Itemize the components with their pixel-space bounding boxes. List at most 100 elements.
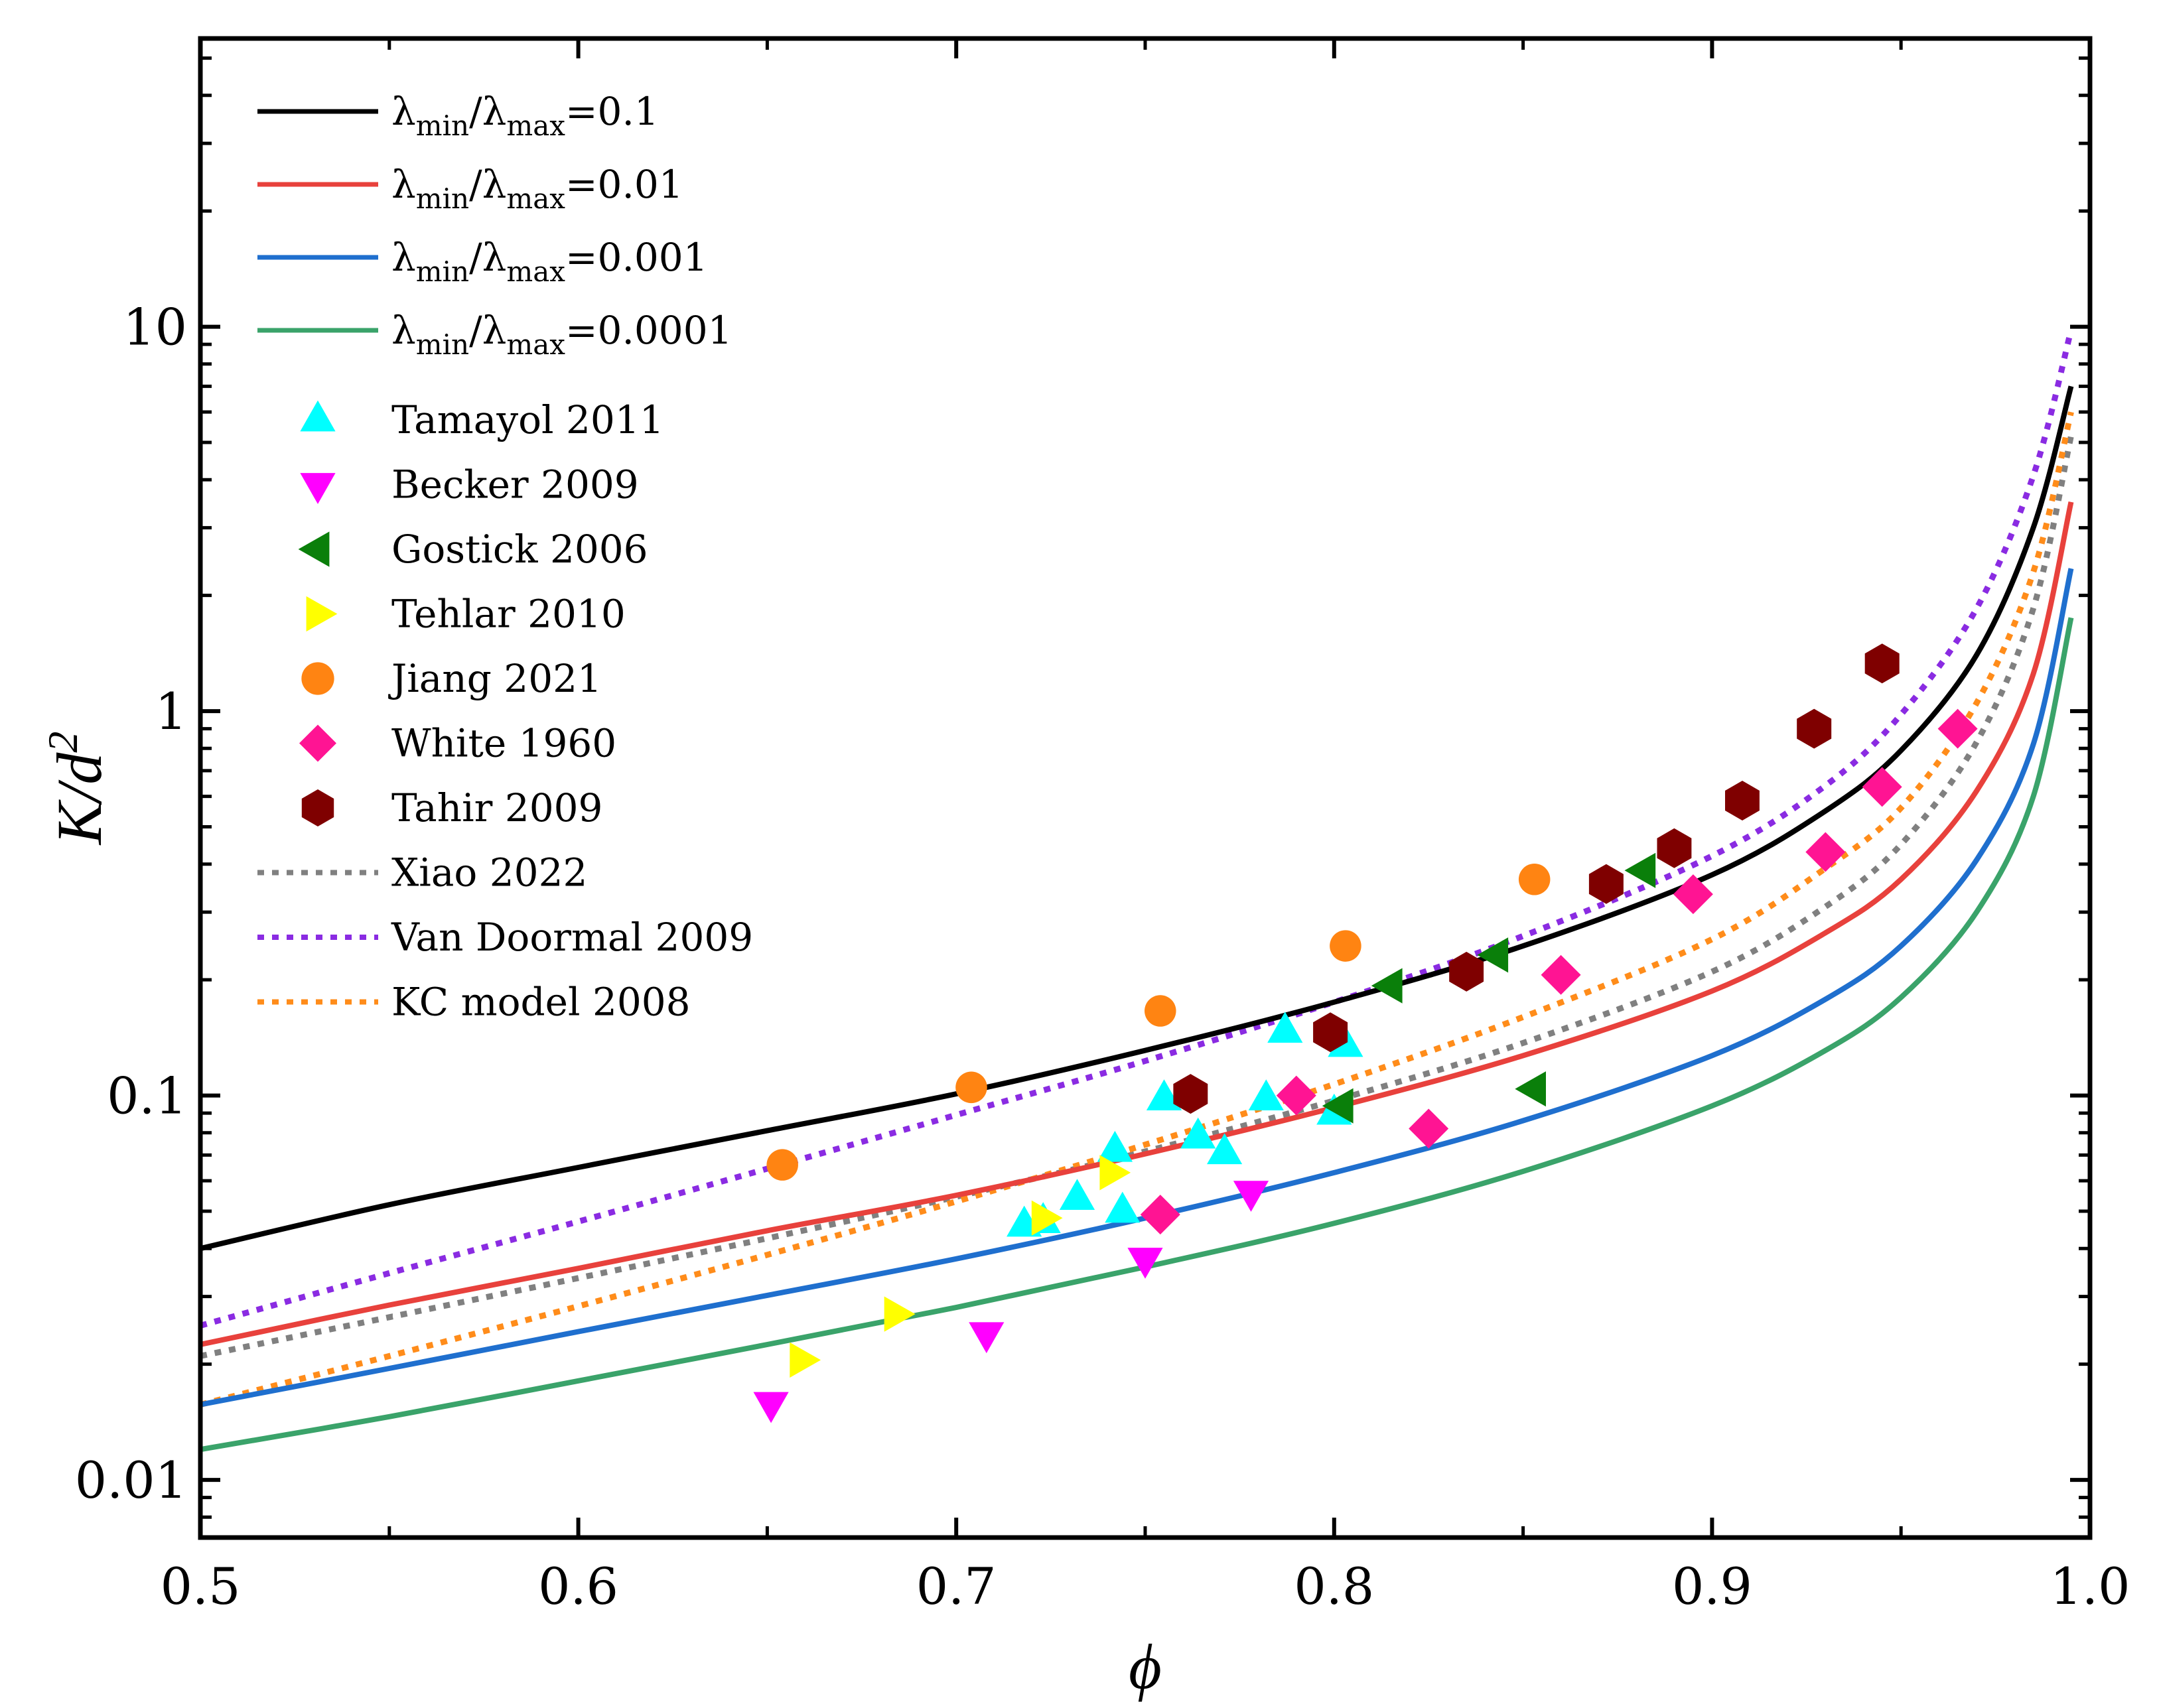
legend-entry: Tamayol 2011 xyxy=(300,397,664,442)
legend-label: Tahir 2009 xyxy=(391,785,602,830)
legend-label-subscript: min xyxy=(416,109,469,142)
legend-label-part: /λ xyxy=(469,308,506,353)
data-point-tehlar-2010 xyxy=(1031,1200,1063,1236)
legend-swatch-marker xyxy=(306,596,338,632)
legend-entry: λmin/λmax=0.01 xyxy=(257,162,683,215)
data-point-gostick-2006 xyxy=(1624,852,1656,888)
data-point-tamayol-2011 xyxy=(1248,1079,1284,1110)
data-point-becker-2009 xyxy=(1233,1181,1269,1212)
legend-label-subscript: min xyxy=(416,182,469,215)
legend-swatch-marker xyxy=(300,473,336,504)
legend-entry: λmin/λmax=0.1 xyxy=(257,89,659,142)
axis-labels: 0.5 0.6 0.7 0.8 0.9 1.0 0.01 0.1 1 10 ϕ K/d2 xyxy=(39,298,2130,1702)
data-point-gostick-2006 xyxy=(1371,968,1403,1004)
legend-label-part: λ xyxy=(391,162,416,207)
y-tick-label: 0.01 xyxy=(75,1451,187,1510)
data-point-white-1960 xyxy=(1673,874,1713,915)
data-point-gostick-2006 xyxy=(1322,1088,1354,1124)
data-point-gostick-2006 xyxy=(1477,937,1509,973)
legend-label: Gostick 2006 xyxy=(391,527,648,572)
data-point-tehlar-2010 xyxy=(790,1342,821,1378)
legend-entry: λmin/λmax=0.0001 xyxy=(257,308,732,361)
legend-swatch-marker xyxy=(299,724,336,762)
legend-entry: White 1960 xyxy=(299,721,616,766)
data-point-white-1960 xyxy=(1862,767,1902,807)
y-tick-label: 1 xyxy=(155,682,187,741)
legend-label: Van Doormal 2009 xyxy=(391,915,753,960)
legend-label-subscript: min xyxy=(416,328,469,361)
series-line-min-max-0-1 xyxy=(200,385,2074,1252)
legend-label-part: /λ xyxy=(469,235,506,280)
data-point-tahir-2009 xyxy=(1313,1012,1348,1053)
legend-entry: Tahir 2009 xyxy=(301,785,602,830)
x-tick-label: 0.8 xyxy=(1294,1557,1374,1616)
data-point-becker-2009 xyxy=(1127,1248,1163,1279)
data-point-jiang-2021 xyxy=(1330,930,1361,962)
data-point-tamayol-2011 xyxy=(1059,1179,1095,1210)
legend-label: λmin/λmax=0.01 xyxy=(391,162,683,215)
data-point-jiang-2021 xyxy=(1518,863,1551,895)
data-point-becker-2009 xyxy=(969,1322,1005,1354)
data-point-white-1960 xyxy=(1409,1108,1449,1149)
legend-swatch-marker xyxy=(301,789,334,826)
data-point-jiang-2021 xyxy=(955,1071,987,1104)
data-point-tahir-2009 xyxy=(1449,951,1484,992)
data-point-tamayol-2011 xyxy=(1207,1133,1243,1165)
legend-label: White 1960 xyxy=(391,721,616,766)
x-tick-label: 0.7 xyxy=(916,1557,997,1616)
legend-swatch-marker xyxy=(298,531,330,567)
data-point-tamayol-2011 xyxy=(1097,1130,1133,1162)
legend-label-part: λ xyxy=(391,235,416,280)
data-point-white-1960 xyxy=(1140,1195,1180,1235)
legend-entry: Tehlar 2010 xyxy=(306,592,626,637)
series-layer xyxy=(200,329,2074,1453)
legend-entry: Jiang 2021 xyxy=(301,656,602,701)
legend-label: λmin/λmax=0.1 xyxy=(391,89,659,142)
x-tick-label: 1.0 xyxy=(2050,1557,2130,1616)
data-point-becker-2009 xyxy=(753,1392,789,1423)
x-tick-label: 0.9 xyxy=(1672,1557,1752,1616)
legend-label: Becker 2009 xyxy=(391,462,639,507)
data-point-white-1960 xyxy=(1276,1075,1316,1116)
legend-label-part: /λ xyxy=(469,89,506,134)
series-line-min-max-0-001 xyxy=(200,568,2074,1408)
x-tick-label: 0.6 xyxy=(538,1557,618,1616)
data-point-tahir-2009 xyxy=(1657,828,1692,868)
legend-label-part: /λ xyxy=(469,162,506,207)
legend-swatch-marker xyxy=(301,662,334,695)
legend-label-part: =0.1 xyxy=(565,89,659,134)
legend-label: λmin/λmax=0.001 xyxy=(391,235,708,288)
legend-label: Xiao 2022 xyxy=(391,850,587,895)
data-point-tahir-2009 xyxy=(1725,781,1760,821)
x-axis-title: ϕ xyxy=(1129,1631,1162,1702)
data-point-tamayol-2011 xyxy=(1267,1012,1303,1043)
legend-label-subscript: max xyxy=(506,109,565,142)
legend-entry: Van Doormal 2009 xyxy=(257,915,753,960)
data-point-tehlar-2010 xyxy=(1099,1155,1131,1191)
data-point-jiang-2021 xyxy=(1145,995,1176,1027)
legend-entry: Gostick 2006 xyxy=(298,527,648,572)
data-point-tahir-2009 xyxy=(1797,708,1832,749)
legend-swatch-marker xyxy=(300,400,336,432)
data-point-tamayol-2011 xyxy=(1180,1117,1216,1149)
legend-label: λmin/λmax=0.0001 xyxy=(391,308,732,361)
legend-label-subscript: max xyxy=(506,182,565,215)
legend-label-part: =0.01 xyxy=(565,162,683,207)
legend-label: Tehlar 2010 xyxy=(391,592,626,637)
legend-label-part: =0.001 xyxy=(565,235,708,280)
data-point-tehlar-2010 xyxy=(884,1296,916,1332)
legend-label: KC model 2008 xyxy=(391,980,691,1025)
data-point-white-1960 xyxy=(1937,708,1978,749)
data-point-tamayol-2011 xyxy=(1146,1079,1182,1110)
x-tick-label: 0.5 xyxy=(161,1557,241,1616)
y-tick-label: 0.1 xyxy=(107,1067,187,1126)
y-axis-title-base: K/d xyxy=(44,752,115,846)
y-axis-title-sup: 2 xyxy=(39,732,86,753)
legend-entry: Becker 2009 xyxy=(300,462,639,507)
data-point-tamayol-2011 xyxy=(1105,1191,1141,1223)
series-line-min-max-0-0001 xyxy=(200,617,2074,1453)
data-point-jiang-2021 xyxy=(766,1149,798,1181)
plot-frame xyxy=(198,36,2093,1540)
legend-entry: λmin/λmax=0.001 xyxy=(257,235,708,288)
